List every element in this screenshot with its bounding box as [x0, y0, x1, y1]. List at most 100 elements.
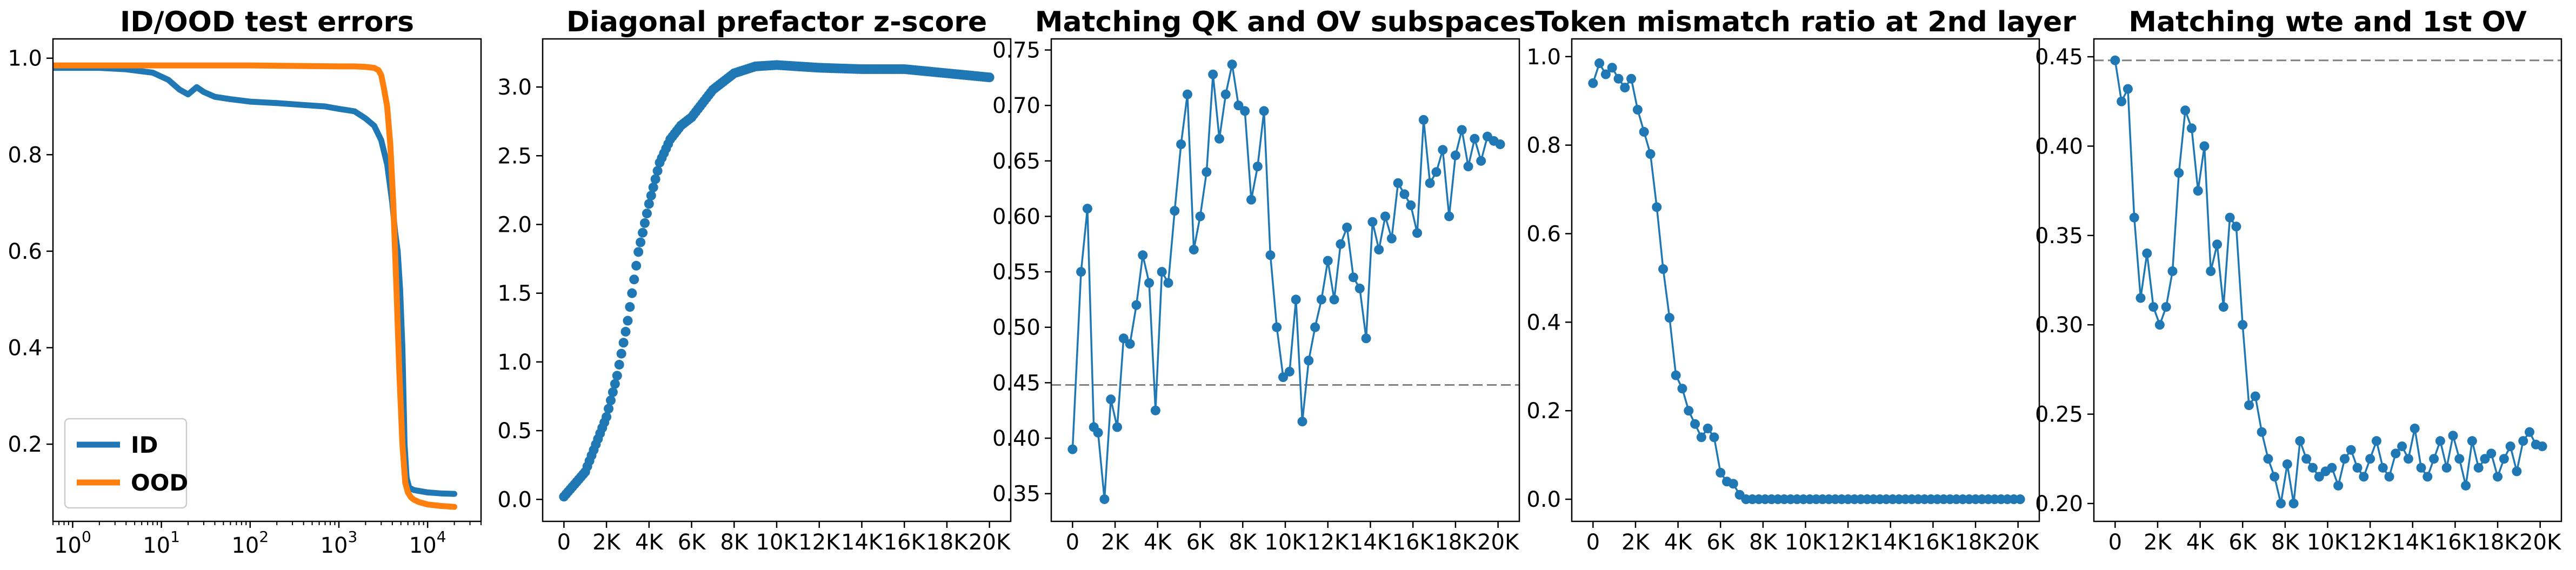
data-point [1425, 178, 1435, 188]
y-tick-label: 0.35 [992, 482, 1040, 507]
x-tick-label: 20K [1997, 530, 2040, 555]
data-point [1316, 294, 1326, 305]
data-point [1367, 217, 1378, 227]
x-tick-label: 6K [2228, 530, 2257, 555]
x-tick-label: 14K [1870, 530, 1912, 555]
data-point [2441, 462, 2452, 473]
x-tick-label: 8K [720, 530, 749, 555]
x-tick-exponent: 3 [348, 528, 358, 546]
data-point [2250, 391, 2260, 401]
y-tick-label: 0.2 [1526, 399, 1561, 424]
data-point [1076, 267, 1086, 277]
x-tick-label: 18K [926, 530, 969, 555]
data-point [1728, 479, 1738, 489]
y-tick-label: 0.60 [992, 204, 1040, 229]
data-point [1329, 294, 1339, 305]
data-point [2276, 498, 2286, 508]
y-tick-label: 0.30 [2035, 313, 2083, 338]
data-point [1600, 69, 1611, 79]
data-point [1607, 63, 1617, 73]
y-tick-label: 0.55 [992, 260, 1040, 285]
x-tick-label: 16K [1392, 530, 1435, 555]
data-point [1252, 162, 1263, 172]
y-tick-label: 1.5 [497, 281, 532, 306]
x-tick-label: 12K [1307, 530, 1350, 555]
x-tick-label: 12K [1827, 530, 1870, 555]
x-tick-label: 8K [1229, 530, 1257, 555]
data-point [2448, 431, 2458, 441]
y-tick-label: 0.8 [8, 143, 42, 167]
x-tick-label: 102 [231, 528, 269, 558]
x-tick-label: 18K [1434, 530, 1477, 555]
data-point [2180, 105, 2191, 116]
x-tick-label: 8K [2271, 530, 2300, 555]
x-tick-label: 0 [1066, 530, 1079, 555]
data-point [2429, 454, 2439, 464]
data-point [1470, 133, 1480, 144]
y-tick-label: 1.0 [497, 350, 532, 375]
y-tick-label: 0.40 [2035, 134, 2083, 159]
data-point [644, 199, 654, 209]
data-point [2301, 454, 2312, 464]
data-point [2480, 454, 2490, 464]
x-tick-base: 10 [409, 533, 437, 558]
x-tick-label: 2K [2144, 530, 2172, 555]
data-point [2499, 454, 2509, 464]
data-point [1067, 444, 1078, 454]
data-point [1265, 250, 1276, 260]
data-point [614, 359, 624, 370]
data-point [1246, 195, 1257, 205]
x-tick-label: 12K [798, 530, 841, 555]
series-group [2110, 55, 2547, 508]
data-point [1690, 419, 1700, 429]
data-point [1118, 333, 1129, 344]
data-point [1709, 432, 1719, 442]
axes-frame [52, 38, 482, 522]
data-point [2307, 462, 2318, 473]
x-tick-label: 6K [1186, 530, 1215, 555]
y-tick-label: 0.4 [1526, 310, 1561, 335]
chart-panel-3: Matching QK and OV subspaces 0.35 0.40 0.45… [992, 6, 1536, 555]
x-tick-label: 16K [884, 530, 926, 555]
data-point [1418, 115, 1429, 125]
data-point [1406, 200, 1416, 210]
data-point [1361, 333, 1371, 344]
x-tick-label: 2K [592, 530, 621, 555]
data-point [1310, 322, 1320, 332]
chart-title: ID/OOD test errors [120, 6, 414, 38]
data-point [1444, 211, 1454, 222]
data-point [1138, 250, 1148, 260]
data-point [1399, 189, 1410, 199]
y-tick-label: 0.5 [497, 419, 532, 444]
data-point [1144, 278, 1154, 288]
x-tick-label: 10K [1785, 530, 1827, 555]
data-point [650, 174, 660, 184]
x-tick-label: 0 [557, 530, 571, 555]
axes-frame [1050, 38, 1520, 522]
chart-title: Token mismatch ratio at 2nd layer [1535, 6, 2076, 38]
data-point [2161, 302, 2171, 312]
data-point [1703, 423, 1713, 433]
chart-panel-4: Token mismatch ratio at 2nd layer 0.0 0.2 0… [1526, 6, 2076, 555]
data-point [2142, 248, 2152, 258]
data-point [1495, 139, 1505, 150]
data-point [1106, 394, 1116, 405]
data-point [1632, 105, 1643, 115]
y-tick-label: 0.35 [2035, 224, 2083, 249]
axes-frame [2093, 38, 2562, 522]
data-point [612, 371, 622, 381]
data-point [2174, 168, 2184, 178]
y-tick-label: 0.40 [992, 426, 1040, 451]
data-point [604, 404, 614, 414]
data-point [2129, 212, 2139, 223]
data-point [616, 348, 626, 359]
data-point [1476, 156, 1486, 166]
data-point [1131, 300, 1142, 310]
x-tick-label: 6K [1706, 530, 1735, 555]
data-point [1393, 178, 1403, 188]
data-point [1463, 162, 1473, 172]
data-point [2244, 400, 2254, 411]
data-point [2461, 480, 2471, 491]
